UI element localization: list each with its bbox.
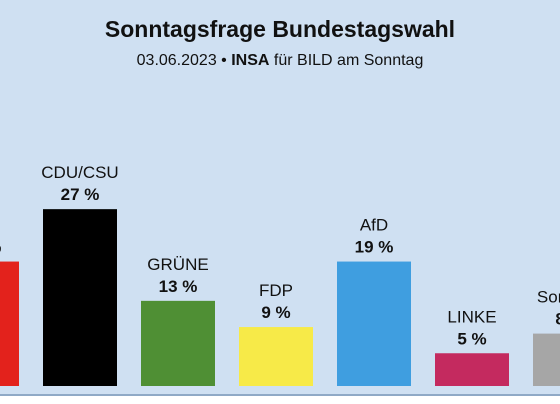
- subtitle-date: 03.06.2023: [136, 52, 217, 69]
- category-label: LINKE: [447, 307, 496, 326]
- bar-linke: [435, 353, 509, 386]
- value-label: 13 %: [159, 277, 198, 296]
- subtitle-institute: INSA: [231, 52, 270, 69]
- category-label: GRÜNE: [147, 255, 208, 274]
- subtitle-rest: für BILD am Sonntag: [273, 52, 424, 69]
- bar-fdp: [239, 327, 313, 386]
- bar-sonstige: [533, 333, 560, 386]
- bar-gr-ne: [141, 300, 215, 386]
- value-label: 9 %: [261, 303, 290, 322]
- category-label: Sonstige: [537, 288, 560, 307]
- bar-spd: [0, 261, 19, 386]
- category-label: AfD: [360, 216, 388, 235]
- value-label: 27 %: [61, 185, 100, 204]
- bar-afd: [337, 261, 411, 386]
- value-label: 5 %: [457, 329, 486, 348]
- chart-title: Sonntagsfrage Bundestagswahl: [104, 16, 456, 42]
- category-label: CDU/CSU: [41, 163, 118, 182]
- bar-cdu-csu: [43, 209, 117, 386]
- subtitle-separator: •: [221, 52, 227, 69]
- value-label: 19 %: [355, 238, 394, 257]
- category-label: FDP: [259, 281, 293, 300]
- value-label: 8 %: [555, 310, 560, 329]
- value-label: 19 %: [0, 238, 1, 257]
- chart-subtitle: 03.06.2023 • INSA für BILD am Sonntag: [0, 52, 560, 70]
